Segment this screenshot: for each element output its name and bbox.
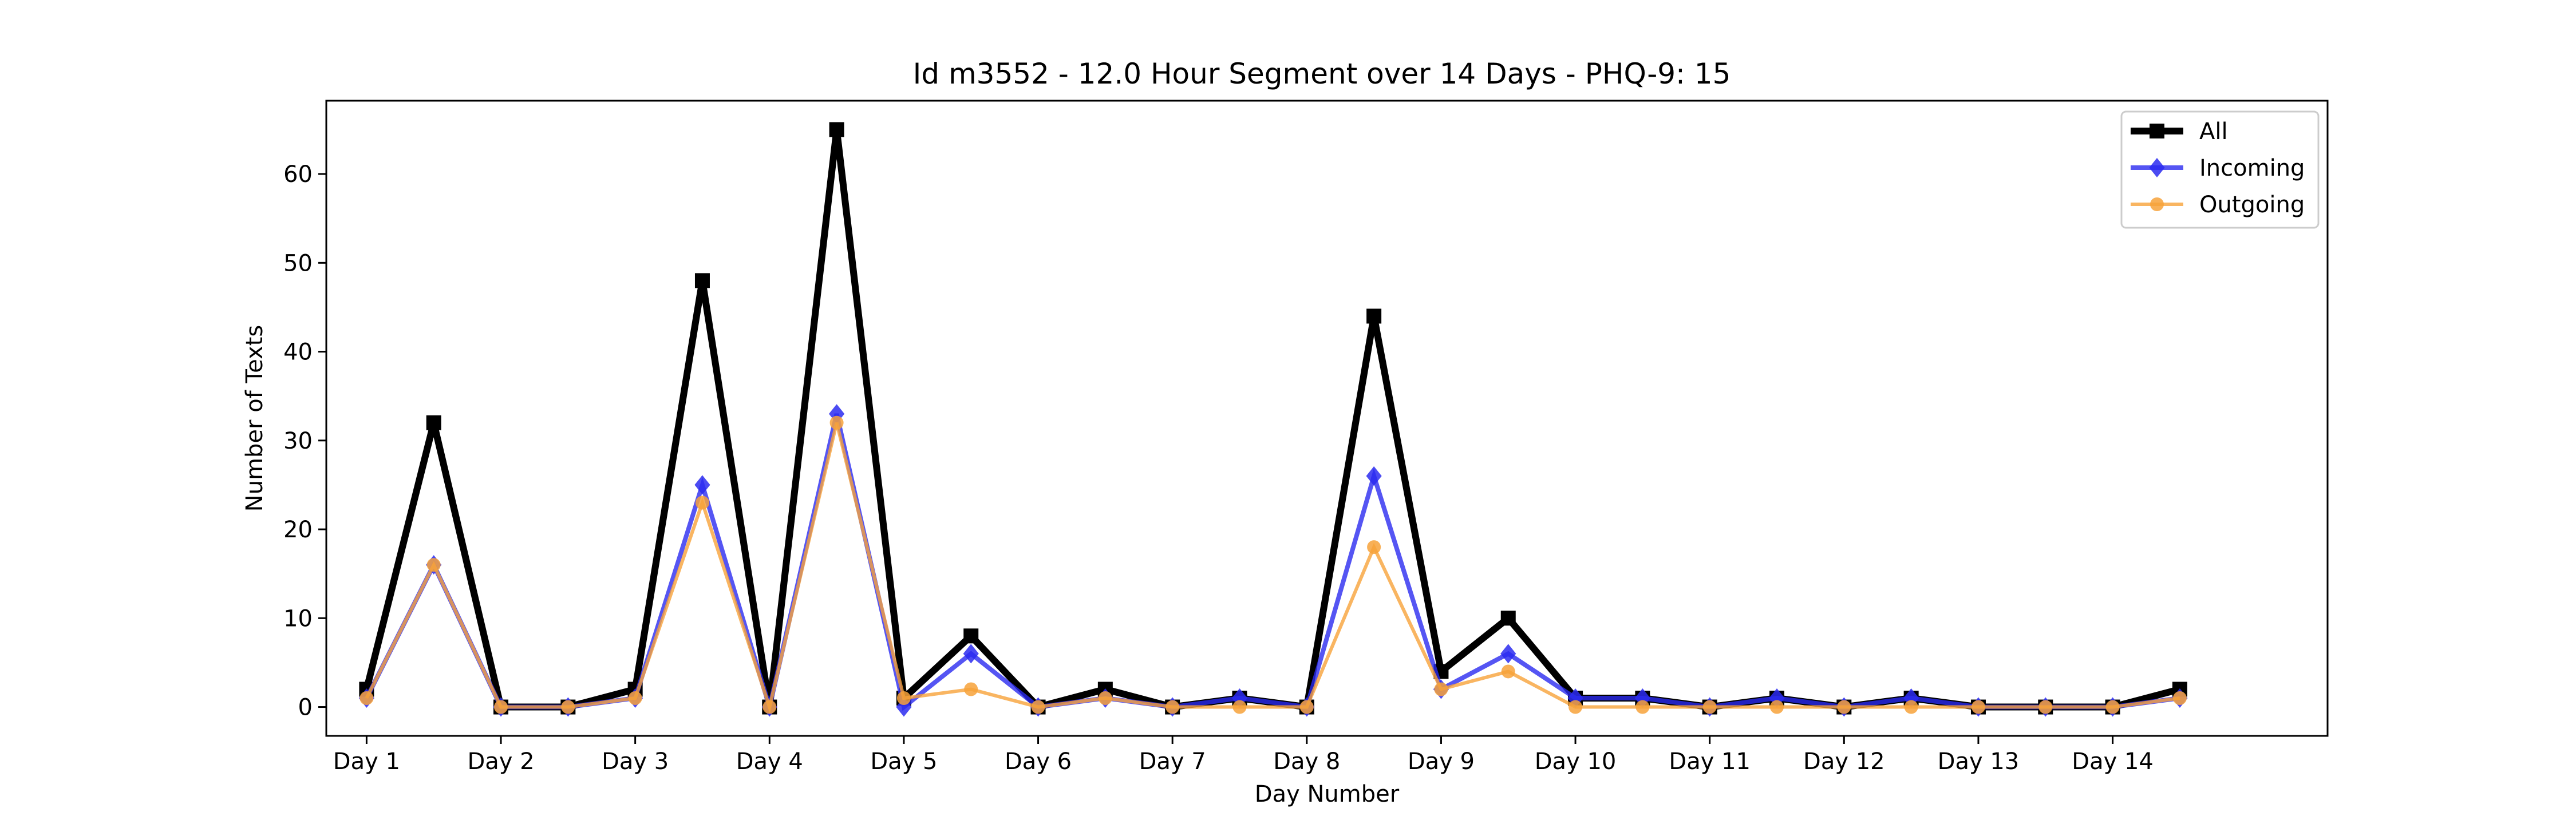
data-point-outgoing xyxy=(1165,700,1180,714)
data-point-outgoing xyxy=(964,682,978,696)
x-tick-label: Day 12 xyxy=(1803,748,1885,775)
legend-entry-incoming: Incoming xyxy=(2131,155,2305,181)
y-axis-label: Number of Texts xyxy=(242,325,268,512)
data-point-all xyxy=(829,122,844,137)
data-point-outgoing xyxy=(1971,700,1985,714)
data-point-outgoing xyxy=(359,691,374,706)
x-tick-label: Day 10 xyxy=(1535,748,1617,775)
data-point-outgoing xyxy=(1434,682,1448,696)
series-outgoing xyxy=(359,415,2187,714)
x-tick-label: Day 5 xyxy=(870,748,937,775)
y-tick-label: 10 xyxy=(283,605,313,632)
legend-frame xyxy=(2120,110,2320,229)
y-axis-ticks: 0 10 20 30 40 50 60 xyxy=(283,161,326,721)
legend-marker-all xyxy=(2150,124,2164,138)
y-tick-label: 20 xyxy=(283,517,313,543)
legend: All Incoming Outgoing xyxy=(2120,110,2320,229)
x-tick-label: Day 14 xyxy=(2072,748,2154,775)
x-tick-label: Day 13 xyxy=(1938,748,2020,775)
y-tick-label: 40 xyxy=(283,339,313,366)
data-point-outgoing xyxy=(1299,700,1314,714)
series-line-outgoing xyxy=(365,422,2180,714)
data-point-outgoing xyxy=(695,496,709,510)
y-tick-label: 30 xyxy=(283,428,313,454)
y-tick-label: 0 xyxy=(298,695,313,721)
data-point-outgoing xyxy=(896,691,911,706)
data-point-all xyxy=(963,628,979,644)
x-tick-label: Day 3 xyxy=(602,748,669,775)
data-point-outgoing xyxy=(1635,700,1650,714)
data-point-outgoing xyxy=(1031,700,1045,714)
y-tick-label: 50 xyxy=(283,250,313,276)
x-tick-label: Day 9 xyxy=(1408,748,1475,775)
x-tick-label: Day 8 xyxy=(1273,748,1340,775)
legend-entry-all: All xyxy=(2131,118,2228,145)
data-point-outgoing xyxy=(1702,700,1717,714)
data-point-incoming xyxy=(694,475,710,495)
x-tick-label: Day 2 xyxy=(467,748,534,775)
legend-entry-outgoing: Outgoing xyxy=(2131,192,2305,218)
data-point-outgoing xyxy=(1770,700,1784,714)
x-tick-label: Day 4 xyxy=(736,748,803,775)
x-axis-ticks: Day 1 Day 2 Day 3 Day 4 Day 5 Day 6 Day 7 Day 8… xyxy=(333,736,2154,775)
legend-marker-incoming xyxy=(2149,158,2165,177)
data-point-all xyxy=(1366,308,1382,324)
plot-area-frame xyxy=(325,100,2329,737)
data-point-outgoing xyxy=(561,700,575,714)
legend-marker-outgoing xyxy=(2150,197,2164,211)
data-point-outgoing xyxy=(1904,700,1918,714)
legend-label-outgoing: Outgoing xyxy=(2199,192,2305,218)
data-point-outgoing xyxy=(829,415,844,430)
data-point-outgoing xyxy=(1837,700,1851,714)
legend-label-incoming: Incoming xyxy=(2199,155,2305,181)
data-point-all xyxy=(694,273,710,288)
data-point-outgoing xyxy=(2172,691,2187,706)
legend-label-all: All xyxy=(2199,118,2228,145)
data-point-outgoing xyxy=(1232,700,1247,714)
data-point-outgoing xyxy=(426,558,441,572)
data-point-incoming xyxy=(1366,466,1382,486)
data-point-outgoing xyxy=(762,700,777,714)
series-line-incoming xyxy=(364,413,2180,716)
data-point-outgoing xyxy=(1098,691,1112,706)
x-tick-label: Day 7 xyxy=(1139,748,1206,775)
data-point-outgoing xyxy=(1367,540,1381,554)
data-point-outgoing xyxy=(1568,700,1583,714)
data-point-outgoing xyxy=(628,691,642,706)
data-point-incoming xyxy=(1500,644,1516,664)
x-tick-label: Day 11 xyxy=(1669,748,1751,775)
data-point-incoming xyxy=(963,644,979,664)
legend-entries: All Incoming Outgoing xyxy=(2131,118,2305,218)
y-tick-label: 60 xyxy=(283,161,313,188)
data-point-outgoing xyxy=(2038,700,2053,714)
series-layer xyxy=(358,122,2188,717)
x-tick-label: Day 6 xyxy=(1005,748,1072,775)
data-point-outgoing xyxy=(1501,664,1515,679)
x-axis-label: Day Number xyxy=(1255,781,1400,807)
data-point-outgoing xyxy=(494,700,508,714)
data-point-all xyxy=(426,415,441,430)
data-point-all xyxy=(1500,611,1516,626)
chart-title: Id m3552 - 12.0 Hour Segment over 14 Day… xyxy=(913,57,1731,90)
data-point-outgoing xyxy=(2105,700,2120,714)
x-tick-label: Day 1 xyxy=(333,748,400,775)
